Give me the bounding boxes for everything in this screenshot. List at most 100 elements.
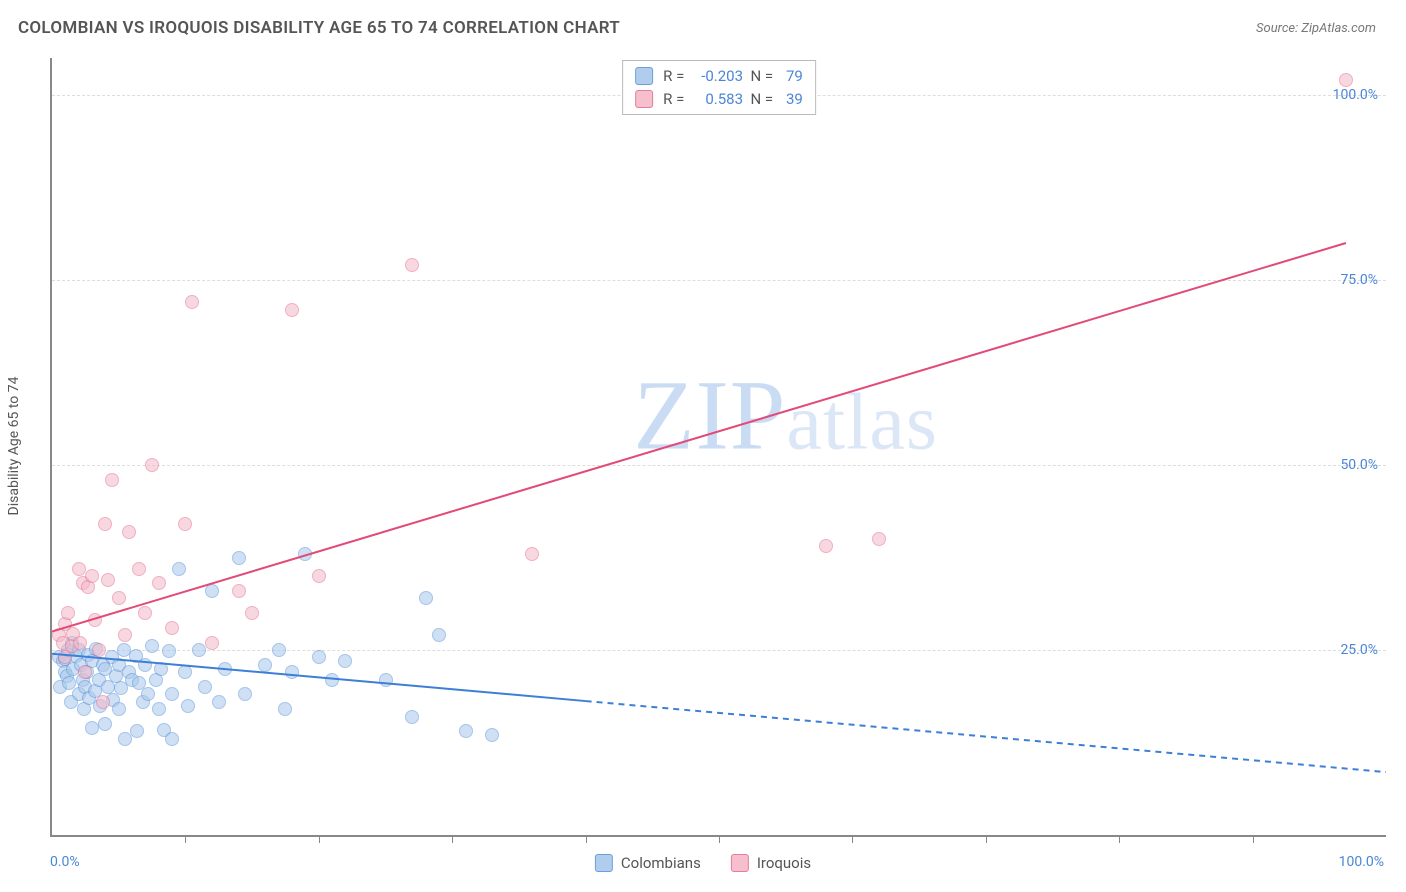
data-point [165, 621, 179, 635]
plot-area: ZIPatlas R = -0.203 N = 79 R = 0.583 N =… [50, 58, 1386, 837]
legend-row-colombians: R = -0.203 N = 79 [635, 65, 803, 88]
data-point [185, 295, 199, 309]
data-point [178, 517, 192, 531]
data-point [872, 532, 886, 546]
data-point [238, 687, 252, 701]
data-point [405, 258, 419, 272]
x-tick [185, 835, 186, 843]
y-tick-label: 100.0% [1333, 87, 1378, 103]
data-point [122, 525, 136, 539]
gridline-h [52, 280, 1386, 281]
data-point [145, 458, 159, 472]
data-point [112, 591, 126, 605]
x-tick [719, 835, 720, 843]
swatch-iroquois [635, 90, 653, 108]
data-point [285, 665, 299, 679]
data-point [405, 710, 419, 724]
data-point [272, 643, 286, 657]
data-point [338, 654, 352, 668]
r-value-colombians: -0.203 [688, 65, 743, 88]
x-tick [586, 835, 587, 843]
data-point [96, 695, 110, 709]
data-point [145, 639, 159, 653]
legend-item-colombians: Colombians [595, 854, 701, 872]
source-attribution: Source: ZipAtlas.com [1256, 21, 1376, 36]
data-point [98, 717, 112, 731]
data-point [92, 643, 106, 657]
x-tick-label: 100.0% [1339, 854, 1384, 870]
data-point [98, 517, 112, 531]
data-point [152, 576, 166, 590]
gridline-h [52, 465, 1386, 466]
correlation-legend: R = -0.203 N = 79 R = 0.583 N = 39 [622, 60, 816, 115]
series-legend: Colombians Iroquois [595, 854, 811, 872]
data-point [132, 562, 146, 576]
data-point [419, 591, 433, 605]
y-axis-label: Disability Age 65 to 74 [6, 377, 22, 516]
data-point [198, 680, 212, 694]
x-tick [852, 835, 853, 843]
data-point [205, 584, 219, 598]
y-tick-label: 75.0% [1340, 272, 1378, 288]
data-point [192, 643, 206, 657]
data-point [379, 673, 393, 687]
data-point [432, 628, 446, 642]
data-point [112, 702, 126, 716]
data-point [73, 636, 87, 650]
data-point [232, 551, 246, 565]
data-point [325, 673, 339, 687]
y-tick-label: 50.0% [1340, 457, 1378, 473]
data-point [459, 724, 473, 738]
data-point [141, 687, 155, 701]
data-point [152, 702, 166, 716]
legend-row-iroquois: R = 0.583 N = 39 [635, 88, 803, 111]
data-point [165, 687, 179, 701]
x-tick [452, 835, 453, 843]
data-point [178, 665, 192, 679]
n-value-iroquois: 39 [777, 88, 803, 111]
data-point [218, 662, 232, 676]
x-tick [986, 835, 987, 843]
y-tick-label: 25.0% [1340, 642, 1378, 658]
data-point [298, 547, 312, 561]
x-tick [319, 835, 320, 843]
data-point [258, 658, 272, 672]
data-point [312, 650, 326, 664]
data-point [181, 699, 195, 713]
data-point [245, 606, 259, 620]
data-point [212, 695, 226, 709]
x-tick-label: 0.0% [50, 854, 80, 870]
data-point [285, 303, 299, 317]
n-value-colombians: 79 [777, 65, 803, 88]
legend-label-colombians: Colombians [621, 854, 701, 872]
data-point [88, 613, 102, 627]
data-point [118, 628, 132, 642]
chart-title: COLOMBIAN VS IROQUOIS DISABILITY AGE 65 … [18, 18, 620, 38]
data-point [819, 539, 833, 553]
data-point [61, 606, 75, 620]
data-point [130, 724, 144, 738]
data-point [162, 644, 176, 658]
gridline-h [52, 650, 1386, 651]
data-point [312, 569, 326, 583]
data-point [72, 562, 86, 576]
data-point [525, 547, 539, 561]
data-point [172, 562, 186, 576]
data-point [278, 702, 292, 716]
watermark: ZIPatlas [633, 358, 938, 473]
x-tick [1119, 835, 1120, 843]
data-point [101, 573, 115, 587]
data-point [138, 606, 152, 620]
data-point [205, 636, 219, 650]
data-point [138, 658, 152, 672]
data-point [105, 473, 119, 487]
r-value-iroquois: 0.583 [688, 88, 743, 111]
legend-item-iroquois: Iroquois [731, 854, 811, 872]
legend-label-iroquois: Iroquois [757, 854, 811, 872]
data-point [85, 569, 99, 583]
data-point [1339, 73, 1353, 87]
data-point [232, 584, 246, 598]
trend-lines [52, 58, 1386, 835]
data-point [85, 721, 99, 735]
data-point [154, 662, 168, 676]
